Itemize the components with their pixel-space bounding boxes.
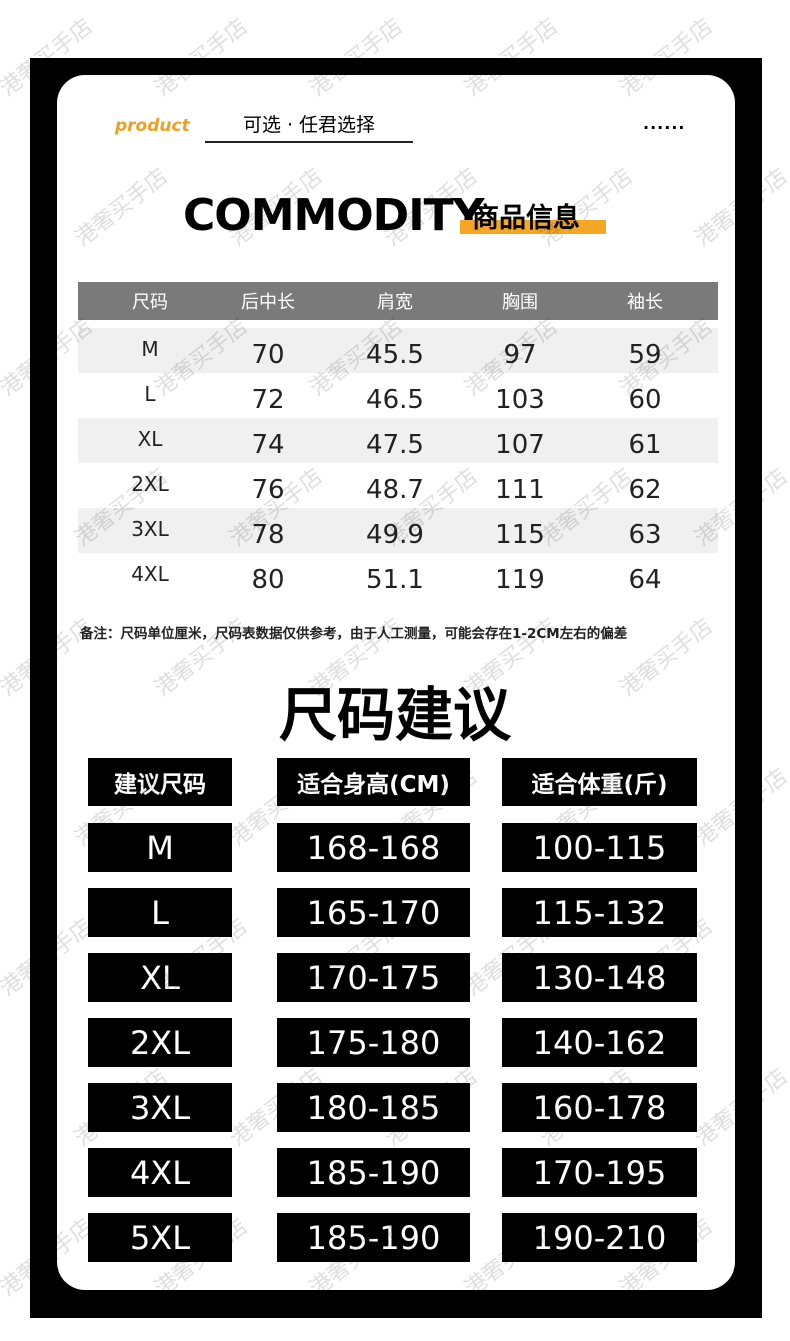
measure-cell: 103 (495, 384, 545, 415)
measure-cell: 70 (251, 339, 285, 370)
table-header-bg (78, 282, 718, 320)
measure-cell: 62 (628, 474, 662, 505)
advice-cell: 170-175 (277, 953, 470, 1002)
measure-cell: 76 (251, 474, 285, 505)
measure-cell: 72 (251, 384, 285, 415)
advice-cell: 185-190 (277, 1148, 470, 1197)
advice-cell: 165-170 (277, 888, 470, 937)
row-bg (78, 418, 718, 463)
advice-cell: 5XL (88, 1213, 232, 1262)
advice-cell: 130-148 (502, 953, 697, 1002)
measure-cell: 49.9 (366, 519, 424, 550)
note: 备注：尺码单位厘米，尺码表数据仅供参考，由于人工测量，可能会存在1-2CM左右的… (80, 626, 628, 642)
measure-cell: 119 (495, 564, 545, 595)
column-header: 胸围 (502, 292, 538, 313)
size-cell: 3XL (131, 516, 169, 541)
measure-cell: 64 (628, 564, 662, 595)
advice-title: 尺码建议 (278, 681, 511, 749)
advice-cell: 4XL (88, 1148, 232, 1197)
title: COMMODITY (183, 190, 484, 241)
advice-cell: 115-132 (502, 888, 697, 937)
measure-cell: 46.5 (366, 384, 424, 415)
measure-cell: 60 (628, 384, 662, 415)
advice-cell: 160-178 (502, 1083, 697, 1132)
size-cell: 4XL (131, 561, 169, 586)
advice-cell: M (88, 823, 232, 872)
column-header: 后中长 (241, 292, 295, 313)
subtitle: 商品信息 (472, 203, 580, 234)
advice-header: 适合体重(斤) (502, 758, 697, 806)
measure-cell: 115 (495, 519, 545, 550)
advice-cell: XL (88, 953, 232, 1002)
advice-cell: 2XL (88, 1018, 232, 1067)
advice-cell: 100-115 (502, 823, 697, 872)
advice-cell: 180-185 (277, 1083, 470, 1132)
advice-header: 适合身高(CM) (277, 758, 470, 806)
advice-cell: 168-168 (277, 823, 470, 872)
measure-cell: 61 (628, 429, 662, 460)
column-header: 尺码 (132, 292, 168, 313)
size-cell: 2XL (131, 471, 169, 496)
column-header: 肩宽 (377, 292, 413, 313)
advice-header: 建议尺码 (88, 758, 232, 806)
advice-cell: 140-162 (502, 1018, 697, 1067)
measure-cell: 78 (251, 519, 285, 550)
measure-cell: 48.7 (366, 474, 424, 505)
dots: ...... (643, 114, 686, 133)
advice-cell: 190-210 (502, 1213, 697, 1262)
measure-cell: 107 (495, 429, 545, 460)
advice-cell: L (88, 888, 232, 937)
measure-cell: 59 (628, 339, 662, 370)
size-cell: M (141, 336, 159, 361)
advice-cell: 3XL (88, 1083, 232, 1132)
measure-cell: 63 (628, 519, 662, 550)
advice-cell: 185-190 (277, 1213, 470, 1262)
advice-cell: 170-195 (502, 1148, 697, 1197)
column-header: 袖长 (627, 292, 663, 313)
size-cell: L (144, 381, 156, 406)
advice-cell: 175-180 (277, 1018, 470, 1067)
measure-cell: 80 (251, 564, 285, 595)
measure-cell: 74 (251, 429, 285, 460)
measure-cell: 47.5 (366, 429, 424, 460)
row-bg (78, 508, 718, 553)
measure-cell: 111 (495, 474, 545, 505)
measure-cell: 51.1 (366, 564, 424, 595)
row-bg (78, 328, 718, 373)
title-bar (460, 220, 606, 234)
size-cell: XL (137, 426, 163, 451)
measure-cell: 45.5 (366, 339, 424, 370)
tagline: 可选 · 任君选择 (205, 110, 413, 143)
brand: product (115, 116, 190, 136)
measure-cell: 97 (503, 339, 537, 370)
